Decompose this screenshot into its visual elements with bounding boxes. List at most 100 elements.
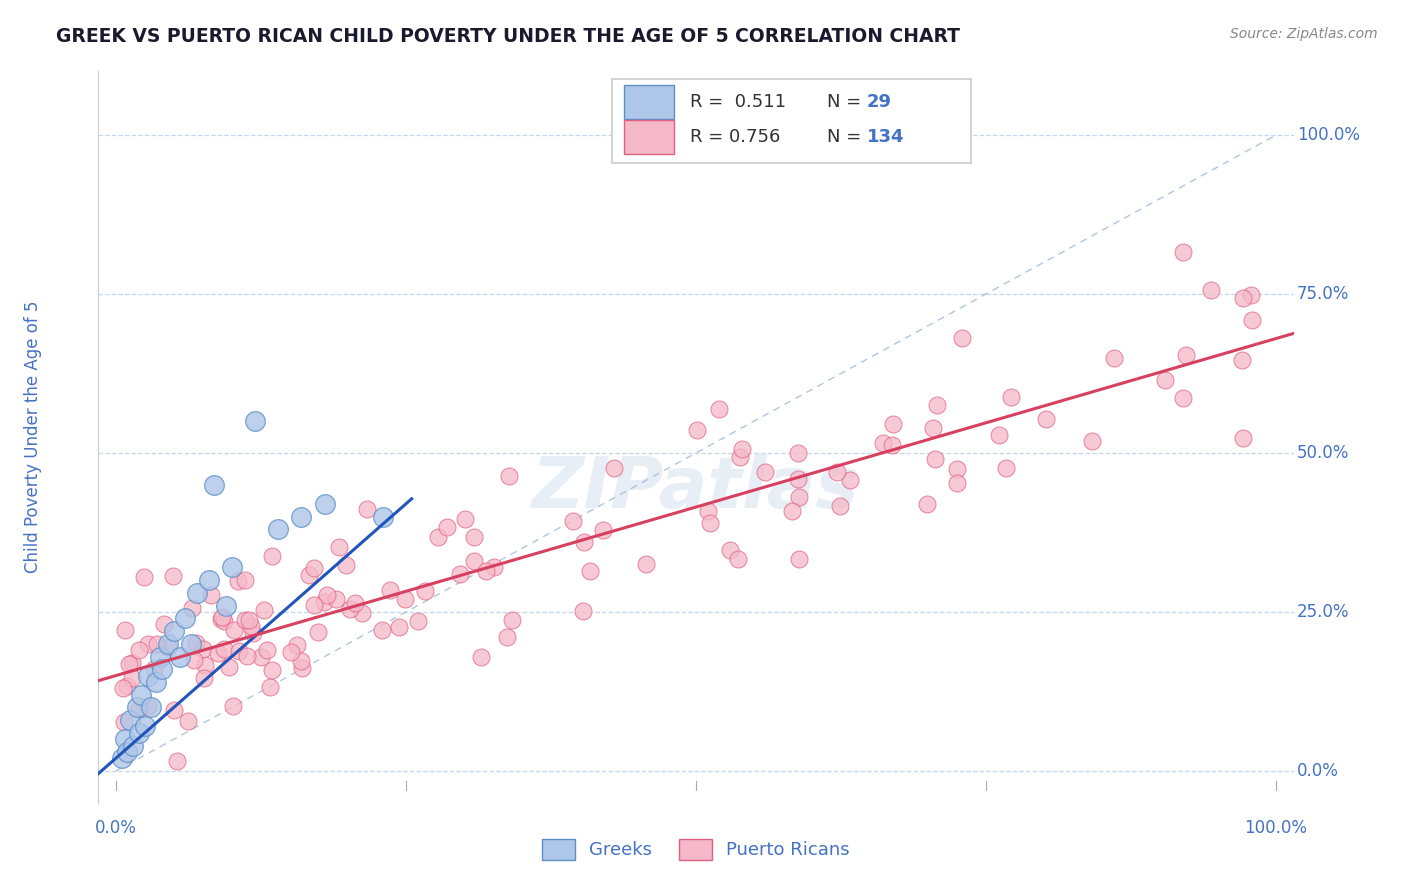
Point — [136, 668, 159, 682]
Point — [335, 558, 357, 572]
Point — [945, 475, 967, 490]
Point — [249, 649, 271, 664]
Point — [162, 569, 184, 583]
Text: 29: 29 — [868, 93, 891, 112]
Point — [146, 638, 169, 652]
Point — [125, 700, 148, 714]
Point — [233, 574, 256, 588]
Point — [707, 402, 730, 417]
Point — [413, 583, 436, 598]
Point — [169, 649, 191, 664]
Point — [128, 726, 150, 740]
Point — [315, 588, 337, 602]
Text: GREEK VS PUERTO RICAN CHILD POVERTY UNDER THE AGE OF 5 CORRELATION CHART: GREEK VS PUERTO RICAN CHILD POVERTY UNDE… — [56, 27, 960, 45]
Point — [408, 615, 430, 629]
Point — [193, 657, 215, 672]
Point — [371, 509, 394, 524]
Point — [298, 568, 321, 582]
Text: Child Poverty Under the Age of 5: Child Poverty Under the Age of 5 — [24, 301, 42, 574]
Point — [243, 414, 266, 428]
Text: N =: N = — [827, 93, 868, 112]
Point — [174, 611, 197, 625]
Point — [118, 713, 141, 727]
Point — [117, 745, 139, 759]
Point — [343, 596, 366, 610]
Point — [221, 560, 243, 574]
Point — [603, 461, 626, 475]
Point — [139, 700, 162, 714]
Point — [238, 613, 260, 627]
Point — [728, 450, 751, 465]
Text: 100.0%: 100.0% — [1244, 819, 1308, 837]
Point — [394, 591, 416, 606]
Text: 0.0%: 0.0% — [1296, 762, 1339, 780]
Point — [634, 557, 657, 571]
Point — [1232, 432, 1254, 446]
Point — [191, 641, 214, 656]
Point — [122, 739, 145, 753]
Point — [285, 638, 308, 652]
Point — [463, 530, 485, 544]
Point — [180, 637, 202, 651]
Point — [699, 516, 721, 530]
Point — [215, 599, 238, 613]
Point — [304, 599, 326, 613]
Point — [242, 625, 264, 640]
Point — [228, 643, 250, 657]
Point — [780, 503, 803, 517]
Text: ZIPatlas: ZIPatlas — [533, 454, 859, 523]
Point — [1102, 351, 1125, 366]
Point — [128, 702, 150, 716]
Point — [233, 613, 256, 627]
Point — [754, 465, 776, 479]
FancyBboxPatch shape — [624, 120, 675, 154]
Point — [222, 624, 245, 638]
Point — [112, 715, 135, 730]
Point — [371, 623, 394, 637]
Point — [697, 504, 720, 518]
Point — [212, 615, 235, 629]
Point — [145, 675, 167, 690]
Point — [183, 653, 205, 667]
Legend: Greeks, Puerto Ricans: Greeks, Puerto Ricans — [534, 831, 858, 867]
Point — [267, 522, 290, 536]
Point — [114, 732, 136, 747]
Point — [350, 607, 373, 621]
Text: 134: 134 — [868, 128, 904, 146]
Point — [260, 664, 283, 678]
Point — [496, 630, 519, 644]
Point — [787, 472, 810, 486]
Point — [259, 681, 281, 695]
Point — [427, 530, 450, 544]
Point — [280, 645, 302, 659]
Point — [211, 610, 233, 624]
Text: R = 0.756: R = 0.756 — [690, 128, 780, 146]
Point — [200, 588, 222, 602]
Point — [134, 719, 156, 733]
Point — [193, 671, 215, 685]
Point — [578, 564, 600, 578]
Point — [1173, 391, 1195, 405]
Point — [1080, 434, 1102, 448]
Point — [136, 637, 159, 651]
Point — [449, 567, 471, 582]
Point — [339, 602, 361, 616]
Point — [922, 420, 945, 434]
Point — [166, 755, 188, 769]
Point — [111, 681, 134, 696]
Point — [197, 573, 219, 587]
Point — [686, 423, 709, 437]
Point — [260, 549, 283, 564]
Point — [222, 699, 245, 714]
Point — [925, 398, 948, 412]
Point — [945, 461, 967, 475]
Point — [136, 698, 159, 713]
Point — [1199, 283, 1222, 297]
Text: Source: ZipAtlas.com: Source: ZipAtlas.com — [1230, 27, 1378, 41]
Point — [436, 520, 458, 534]
Point — [1000, 390, 1022, 404]
Point — [239, 618, 262, 632]
Point — [304, 561, 326, 575]
Point — [209, 612, 232, 626]
FancyBboxPatch shape — [624, 86, 675, 119]
